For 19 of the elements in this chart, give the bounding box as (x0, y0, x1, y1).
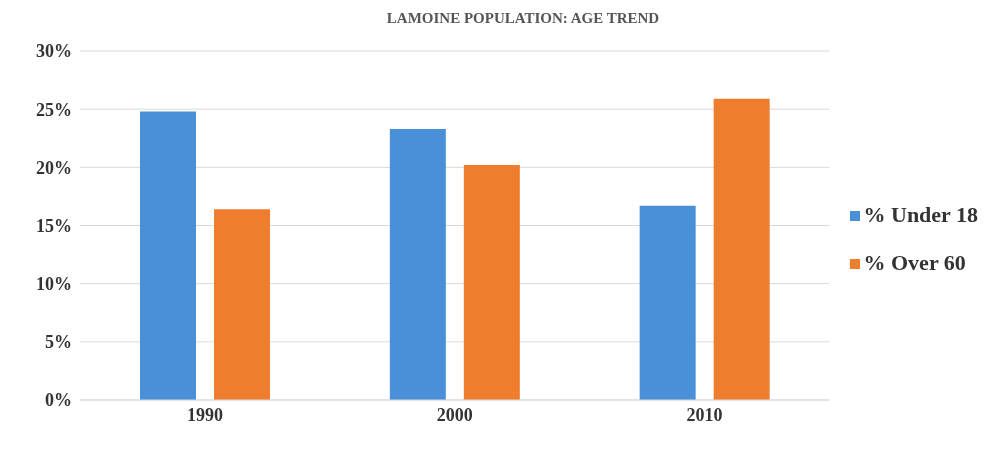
x-tick-label: 2010 (686, 404, 723, 425)
y-tick-label: 10% (36, 274, 72, 295)
y-tick-label: 25% (36, 99, 72, 120)
bar (140, 111, 196, 400)
y-tick-label: 20% (36, 157, 72, 178)
bar (389, 128, 446, 400)
bar (639, 205, 696, 400)
x-tick-label: 2000 (436, 404, 473, 425)
bar (214, 209, 270, 400)
legend-label: % Over 60 (863, 249, 966, 275)
legend-label: % Under 18 (863, 201, 978, 227)
x-tick-label: 1990 (186, 404, 223, 425)
bar (463, 165, 520, 400)
y-tick-label: 0% (45, 390, 72, 411)
y-tick-label: 5% (45, 332, 72, 353)
bar (713, 98, 770, 400)
y-tick-label: 15% (36, 215, 72, 236)
y-tick-label: 30% (36, 41, 72, 62)
chart-title: LAMOINE POPULATION: AGE TREND (385, 9, 661, 28)
